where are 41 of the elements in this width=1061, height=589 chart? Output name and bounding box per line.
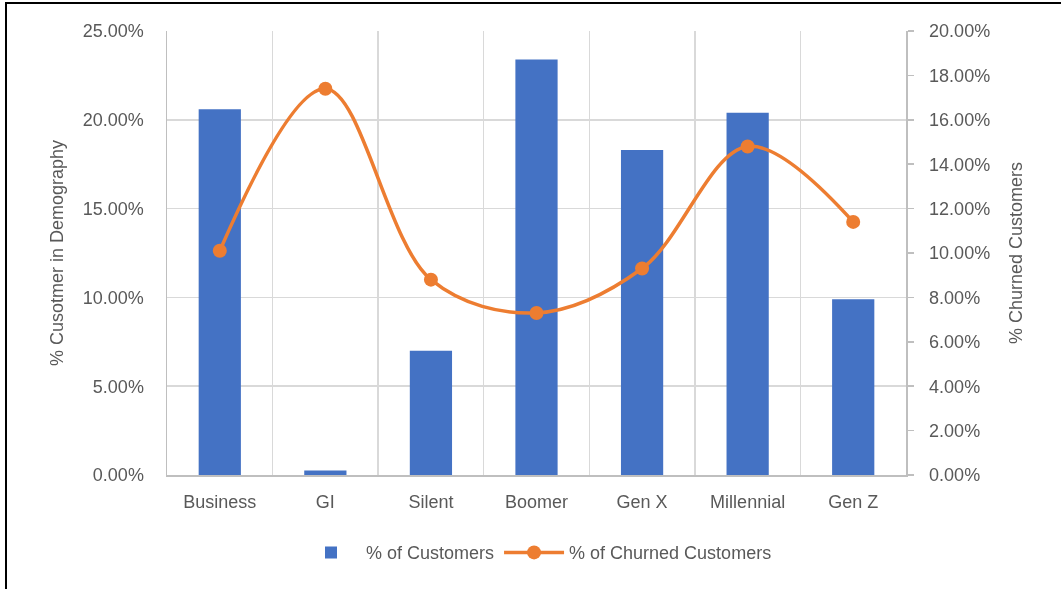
y-tick-label: 0.00% [92,465,144,486]
y2-tick-label: 8.00% [929,287,981,308]
y2-tick-label: 2.00% [929,420,981,441]
y2-tick-label: 12.00% [929,198,991,219]
x-tick-label: Boomer [504,492,569,513]
bar [515,59,558,475]
legend-label: % of Churned Customers [569,543,772,564]
point [635,261,650,276]
x-tick-label: Millennial [710,492,786,513]
y2-tick-label: 18.00% [929,65,991,86]
bar [620,149,664,475]
legend-label: % of Customers [366,543,495,564]
point [212,243,227,258]
y-tick-label: 20.00% [82,110,144,131]
y2-tick-label: 10.00% [929,243,991,264]
point [846,214,861,229]
y-tick-label: 15.00% [82,198,144,219]
point [529,305,544,320]
y-axis-title: % Cusotmer in Demography [47,139,68,367]
y2-axis-title: % Churned Customers [1006,161,1027,345]
y-tick-label: 10.00% [82,287,144,308]
bar [726,112,769,475]
y2-tick-label: 0.00% [929,465,981,486]
y2-tick-label: 4.00% [929,376,981,397]
bar [198,109,241,475]
y-tick-label: 5.00% [92,376,144,397]
y2-tick-label: 16.00% [929,110,991,131]
y2-tick-label: 20.00% [929,21,991,42]
x-tick-label: Gen X [616,492,668,513]
x-tick-label: Gen Z [828,492,879,513]
bar [409,350,453,475]
point [423,272,438,287]
bar [832,299,875,475]
x-tick-label: Business [183,492,257,513]
y2-tick-label: 6.00% [929,332,981,353]
y2-tick-label: 14.00% [929,154,991,175]
x-tick-label: GI [315,492,335,513]
y-tick-label: 25.00% [82,21,144,42]
point [740,139,755,154]
point [318,81,333,96]
x-tick-label: Silent [408,492,454,513]
